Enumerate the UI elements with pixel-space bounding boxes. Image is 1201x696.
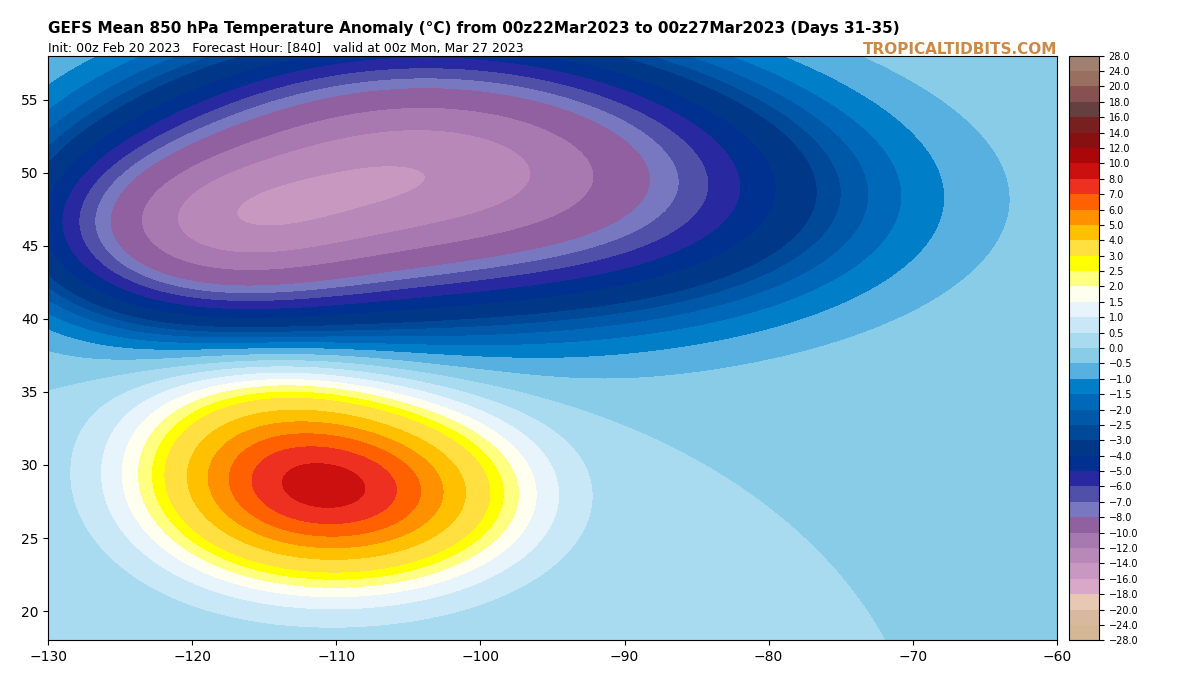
Text: Init: 00z Feb 20 2023   Forecast Hour: [840]   valid at 00z Mon, Mar 27 2023: Init: 00z Feb 20 2023 Forecast Hour: [84…: [48, 42, 524, 55]
Text: GEFS Mean 850 hPa Temperature Anomaly (°C) from 00z22Mar2023 to 00z27Mar2023 (Da: GEFS Mean 850 hPa Temperature Anomaly (°…: [48, 21, 900, 36]
Text: TROPICALTIDBITS.COM: TROPICALTIDBITS.COM: [862, 42, 1057, 57]
